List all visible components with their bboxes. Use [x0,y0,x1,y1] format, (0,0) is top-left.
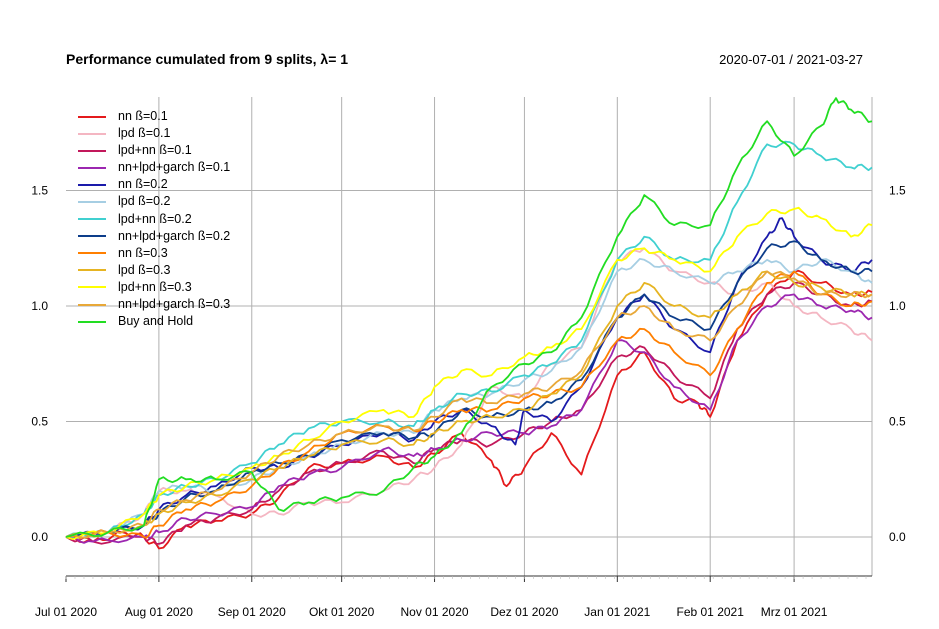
x-tick-label: Feb 01 2021 [677,605,745,619]
legend-swatch [78,252,106,255]
series-line [65,97,873,538]
x-tick-label: Aug 01 2020 [125,605,193,619]
date-range-label: 2020-07-01 / 2021-03-27 [719,52,863,67]
legend-swatch [78,320,106,323]
legend-item: nn ß=0.1 [78,108,230,125]
legend-swatch [78,286,106,289]
legend-label: lpd ß=0.2 [118,194,171,209]
legend-item: lpd+nn ß=0.1 [78,142,230,159]
legend-item: nn ß=0.2 [78,176,230,193]
legend-label: nn ß=0.1 [118,109,168,123]
series-line [65,281,873,545]
x-tick-label: Okt 01 2020 [309,605,375,619]
x-tick-label: Jul 01 2020 [35,605,97,619]
legend-label: nn+lpd+garch ß=0.3 [118,297,231,312]
x-tick-label: Jan 01 2021 [584,605,650,619]
grid-layer [66,97,873,576]
series-layer [65,97,873,550]
legend-item: nn+lpd+garch ß=0.1 [78,159,230,176]
y-tick-label-right: 0.0 [889,530,906,544]
y-tick-label-left: 1.0 [31,299,48,313]
legend-item: lpd ß=0.2 [78,193,230,210]
x-tick-label: Dez 01 2020 [490,605,558,619]
legend-swatch [78,115,106,118]
y-tick-label-right: 1.5 [889,184,906,198]
legend-item: nn ß=0.3 [78,245,230,262]
y-tick-label-left: 1.5 [31,184,48,198]
legend-label: nn ß=0.2 [118,177,168,192]
legend-item: nn+lpd+garch ß=0.3 [78,296,230,313]
y-tick-label-right: 1.0 [889,299,906,313]
legend-label: lpd ß=0.3 [118,262,171,277]
x-tick-label: Sep 01 2020 [218,605,286,619]
y-tick-label-left: 0.5 [31,415,48,429]
y-tick-label-right: 0.5 [889,415,906,429]
legend-swatch [78,166,106,169]
legend-swatch [78,218,106,221]
legend-item: lpd+nn ß=0.2 [78,211,230,228]
axis-layer: 0.0 0.0 0.5 0.5 1.0 1.0 1.5 1.5 Jul 01 2020 Aug 0… [31,184,906,620]
legend-item: lpd+nn ß=0.3 [78,279,230,296]
legend: nn ß=0.1 lpd ß=0.1 lpd+nn ß=0.1 nn+lpd+garc… [78,108,230,330]
legend-item: lpd ß=0.3 [78,262,230,279]
x-tick-label: Mrz 01 2021 [761,605,828,619]
legend-label: lpd ß=0.1 [118,126,171,141]
series-line [65,206,873,541]
legend-swatch [78,303,106,306]
legend-item: nn+lpd+garch ß=0.2 [78,228,230,245]
legend-item: lpd ß=0.1 [78,125,230,142]
legend-swatch [78,132,106,135]
legend-swatch [78,201,106,204]
legend-label: lpd+nn ß=0.1 [118,143,192,158]
legend-label: nn ß=0.3 [118,245,168,260]
legend-label: nn+lpd+garch ß=0.1 [118,160,231,175]
legend-item: Buy and Hold [78,313,230,330]
series-line [65,240,873,540]
legend-label: nn+lpd+garch ß=0.2 [118,228,231,243]
legend-swatch [78,183,106,186]
legend-label: lpd+nn ß=0.2 [118,211,192,226]
legend-swatch [78,235,106,238]
series-line [65,293,873,544]
y-tick-label-left: 0.0 [31,530,48,544]
legend-swatch [78,149,106,152]
legend-swatch [78,269,106,272]
x-tick-label: Nov 01 2020 [401,605,469,619]
series-line [65,270,873,539]
series-line [65,270,873,539]
series-line [65,217,873,540]
chart-title: Performance cumulated from 9 splits, λ= … [66,51,349,67]
legend-label: lpd+nn ß=0.3 [118,279,192,294]
legend-label: Buy and Hold [118,314,194,329]
